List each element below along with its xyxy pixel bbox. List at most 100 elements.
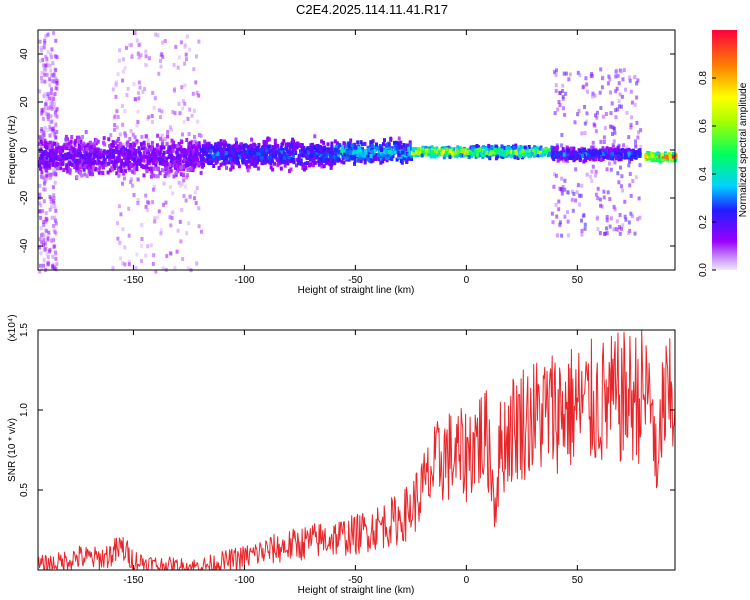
spectrogram-cell xyxy=(54,267,58,272)
spectrogram-cell xyxy=(120,103,124,108)
spectrogram-cell xyxy=(245,144,249,149)
spectrogram-cell xyxy=(621,148,625,152)
spectrogram-cell xyxy=(46,32,50,37)
spectrogram-cell xyxy=(144,54,148,59)
spectrogram-cell xyxy=(234,160,238,164)
spectrogram-cell xyxy=(137,150,141,155)
spectrogram-cell xyxy=(108,168,112,173)
spectrogram-cell xyxy=(38,163,42,168)
spectrogram-cell xyxy=(50,87,54,92)
spectrogram-cell xyxy=(596,215,599,220)
spectrogram-cell xyxy=(195,155,199,160)
spectrogram-cell xyxy=(44,228,48,233)
spectrogram-cell xyxy=(671,154,675,159)
spectrogram-cell xyxy=(226,144,230,149)
snr-y-ticks: 1.51.00.5 xyxy=(19,323,675,497)
spectrogram-cell xyxy=(107,137,111,142)
spectrogram-cell xyxy=(633,153,637,158)
spectrogram-cell xyxy=(45,152,49,157)
spectrogram-cell xyxy=(548,151,551,156)
spectrogram-cell xyxy=(128,150,132,155)
spectrogram-cell xyxy=(282,155,286,160)
spectrogram-cell xyxy=(47,176,51,181)
spectrogram-cell xyxy=(114,94,118,99)
spectrogram-cell xyxy=(218,156,221,161)
spectrogram-cell xyxy=(615,148,619,153)
spectrogram-cell xyxy=(638,163,642,168)
spectrogram-cell xyxy=(152,253,156,258)
spectrogram-cell xyxy=(42,45,46,50)
spectrogram-cell xyxy=(42,258,46,263)
spectrogram-cell xyxy=(158,170,162,175)
spectrogram-cell xyxy=(116,72,120,77)
spectrogram-cell xyxy=(579,155,583,160)
spectrogram-cell xyxy=(50,204,54,209)
spectrogram-cell xyxy=(618,92,622,97)
spectrogram-cell xyxy=(55,55,59,60)
spectrogram-cell xyxy=(166,129,170,134)
spectrogram-cell xyxy=(620,226,623,231)
spectrogram-cell xyxy=(231,149,234,154)
spectrogram-cell xyxy=(624,217,628,222)
spectrogram-cell xyxy=(188,161,192,166)
spectrogram-cell xyxy=(177,160,181,165)
spectrogram-cell xyxy=(42,133,46,137)
spectrogram-cell xyxy=(292,157,296,162)
spectrogram-cell xyxy=(135,163,139,168)
spectrogram-cell xyxy=(521,145,525,150)
spectrogram-cell xyxy=(322,148,326,153)
spectrogram-cell xyxy=(53,215,56,220)
spectrogram-cell xyxy=(44,67,48,72)
spectrogram-cell xyxy=(49,114,53,119)
spectrogram-cell xyxy=(180,182,184,187)
spectrogram-cell xyxy=(45,99,49,103)
spectrogram-cell xyxy=(190,158,194,163)
spectrogram-cell xyxy=(56,162,60,166)
snr-x-axis-label: Height of straight line (km) xyxy=(298,585,415,596)
spectrogram-cell xyxy=(617,180,621,185)
spectrogram-cell xyxy=(179,172,183,177)
spectrogram-cell xyxy=(203,149,207,154)
spectrogram-cell xyxy=(608,77,612,82)
spectrogram-cell xyxy=(40,108,44,113)
spectrogram-cell xyxy=(343,152,347,157)
spectrogram-cell xyxy=(89,152,93,157)
spectrogram-cell xyxy=(592,152,596,157)
spectrogram-cell xyxy=(635,81,639,86)
spectrogram-cell xyxy=(231,153,235,158)
spectrogram-cell xyxy=(481,153,484,158)
spectrogram-cell xyxy=(394,140,398,145)
y-tick-label: -20 xyxy=(19,190,30,205)
spectrogram-cell xyxy=(236,156,240,161)
spectrogram-cell xyxy=(257,142,261,147)
spectrogram-cell xyxy=(489,151,493,156)
spectrogram-cell xyxy=(183,151,187,156)
spectrogram-cell xyxy=(159,59,162,63)
spectrogram-cell xyxy=(521,148,525,153)
spectrogram-cell xyxy=(50,96,54,100)
spectrogram-cell xyxy=(552,184,556,189)
spectrogram-cell xyxy=(267,137,271,142)
spectrogram-cell xyxy=(166,134,170,139)
spectrogram-cell xyxy=(511,150,515,155)
spectrogram-cell xyxy=(321,158,325,163)
spectrogram-cell xyxy=(156,215,160,220)
spectrogram-cell xyxy=(205,158,209,163)
spectrogram-cell xyxy=(606,81,610,86)
spectrogram-cell xyxy=(51,265,55,269)
spectrogram-cell xyxy=(140,237,144,241)
spectrogram-cell xyxy=(191,91,195,96)
spectrogram-cell xyxy=(115,159,119,164)
spectrogram-cell xyxy=(583,121,587,126)
spectrogram-cell xyxy=(173,87,177,92)
spectrogram-cell xyxy=(232,149,236,154)
spectrogram-cell xyxy=(69,139,73,144)
spectrogram-cell xyxy=(625,110,629,115)
spectrogram-cell xyxy=(559,220,562,225)
spectrogram-cell xyxy=(119,168,122,173)
spectrogram-cell xyxy=(617,157,621,162)
spectrogram-cell xyxy=(234,137,238,142)
spectrogram-cell xyxy=(195,261,199,266)
spectrogram-cell xyxy=(81,141,85,146)
spectrogram-cell xyxy=(46,94,50,99)
